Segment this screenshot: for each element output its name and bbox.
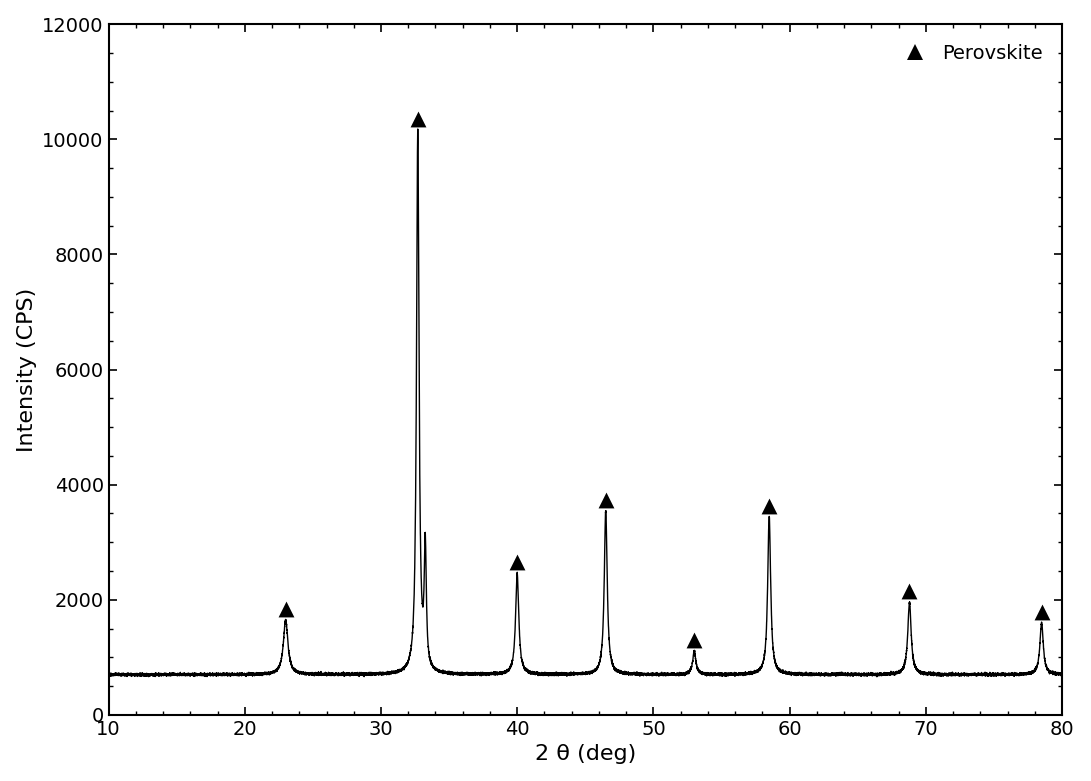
Point [508,555,526,568]
X-axis label: 2 θ (deg): 2 θ (deg) [535,744,636,765]
Point [409,112,427,125]
Point [597,494,614,507]
Point [760,500,778,512]
Point [901,585,919,597]
Legend: Perovskite: Perovskite [886,34,1053,73]
Point [277,603,295,615]
Point [685,634,703,647]
Y-axis label: Intensity (CPS): Intensity (CPS) [16,287,37,451]
Point [1033,605,1051,618]
